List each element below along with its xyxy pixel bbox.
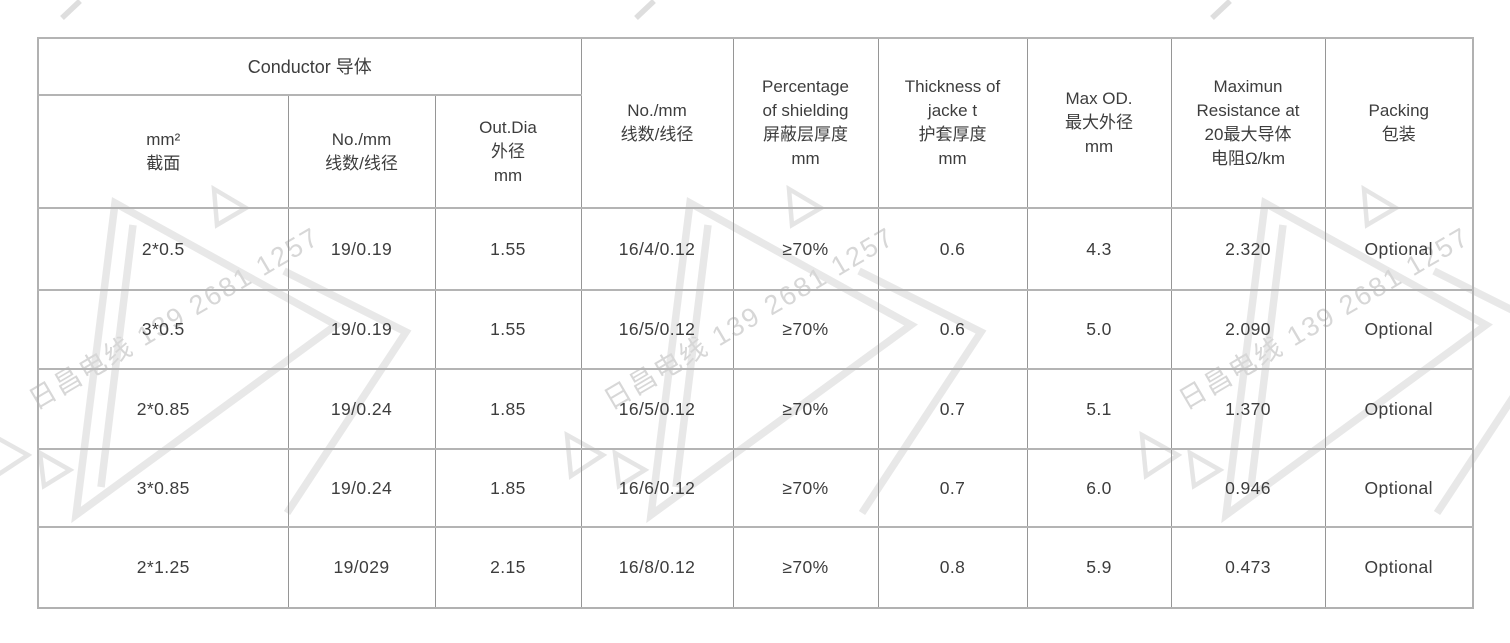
col-header-shielding-percentage: Percentage of shielding 屏蔽层厚度 mm bbox=[732, 37, 878, 208]
col-header-cross-section: mm² 截面 bbox=[37, 94, 288, 208]
table-cell: Optional bbox=[1324, 368, 1473, 449]
table-cell: 1.85 bbox=[434, 448, 581, 527]
table-cell: 5.1 bbox=[1026, 368, 1171, 449]
table-cell: ≥70% bbox=[732, 289, 878, 369]
col-header-jacket-thickness: Thickness of jacke t 护套厚度 mm bbox=[877, 37, 1027, 208]
table-cell: Optional bbox=[1324, 289, 1473, 369]
table-cell: ≥70% bbox=[732, 368, 878, 449]
table-row: 2*0.85 19/0.24 1.85 16/5/0.12 ≥70% 0.7 5… bbox=[37, 368, 1473, 449]
header-row-conductor-sub: mm² 截面 No./mm 线数/线径 Out.Dia 外径 mm bbox=[37, 94, 1473, 208]
table-cell: 0.6 bbox=[877, 207, 1027, 290]
table-cell: 19/0.19 bbox=[287, 207, 435, 290]
table-cell: 2*0.85 bbox=[37, 368, 288, 449]
spec-table: Conductor 导体 No./mm 线数/线径 Percentage of … bbox=[37, 37, 1474, 609]
table-cell: 0.7 bbox=[877, 448, 1027, 527]
table-cell: 0.473 bbox=[1170, 526, 1325, 608]
table-row: 3*0.5 19/0.19 1.55 16/5/0.12 ≥70% 0.6 5.… bbox=[37, 289, 1473, 369]
table-cell: 5.9 bbox=[1026, 526, 1171, 608]
table-row: 2*1.25 19/029 2.15 16/8/0.12 ≥70% 0.8 5.… bbox=[37, 526, 1473, 608]
table-cell: 19/0.19 bbox=[287, 289, 435, 369]
table-cell: 3*0.5 bbox=[37, 289, 288, 369]
col-header-conductor-strands: No./mm 线数/线径 bbox=[287, 94, 435, 208]
table-cell: 0.946 bbox=[1170, 448, 1325, 527]
table-cell: 16/8/0.12 bbox=[580, 526, 733, 608]
table-cell: 5.0 bbox=[1026, 289, 1171, 369]
table-cell: 2*0.5 bbox=[37, 207, 288, 290]
col-header-max-resistance: Maximun Resistance at 20最大导体 电阻Ω/km bbox=[1170, 37, 1325, 208]
table-cell: 4.3 bbox=[1026, 207, 1171, 290]
table-cell: ≥70% bbox=[732, 526, 878, 608]
col-header-conductor-group: Conductor 导体 bbox=[37, 37, 581, 95]
table-cell: 1.55 bbox=[434, 289, 581, 369]
table-cell: 19/0.24 bbox=[287, 368, 435, 449]
table-cell: 16/5/0.12 bbox=[580, 289, 733, 369]
table-cell: Optional bbox=[1324, 526, 1473, 608]
col-header-packing: Packing 包装 bbox=[1324, 37, 1473, 208]
table-cell: 16/5/0.12 bbox=[580, 368, 733, 449]
table-cell: 0.7 bbox=[877, 368, 1027, 449]
table-cell: 19/029 bbox=[287, 526, 435, 608]
table-cell: 6.0 bbox=[1026, 448, 1171, 527]
table-row: 3*0.85 19/0.24 1.85 16/6/0.12 ≥70% 0.7 6… bbox=[37, 448, 1473, 527]
watermark-fragment-icon bbox=[60, 0, 82, 20]
col-header-out-dia: Out.Dia 外径 mm bbox=[434, 94, 581, 208]
table-cell: Optional bbox=[1324, 448, 1473, 527]
table-cell: 2*1.25 bbox=[37, 526, 288, 608]
table-cell: 2.15 bbox=[434, 526, 581, 608]
table-cell: 3*0.85 bbox=[37, 448, 288, 527]
table-cell: ≥70% bbox=[732, 448, 878, 527]
table-cell: 1.85 bbox=[434, 368, 581, 449]
table-cell: 0.8 bbox=[877, 526, 1027, 608]
header-row-group: Conductor 导体 No./mm 线数/线径 Percentage of … bbox=[37, 37, 1473, 208]
table-cell: Optional bbox=[1324, 207, 1473, 290]
table-cell: 1.370 bbox=[1170, 368, 1325, 449]
table-cell: 1.55 bbox=[434, 207, 581, 290]
table-cell: 2.090 bbox=[1170, 289, 1325, 369]
table-cell: 19/0.24 bbox=[287, 448, 435, 527]
table-cell: 16/4/0.12 bbox=[580, 207, 733, 290]
watermark-fragment-icon bbox=[634, 0, 656, 20]
table-cell: 2.320 bbox=[1170, 207, 1325, 290]
table-row: 2*0.5 19/0.19 1.55 16/4/0.12 ≥70% 0.6 4.… bbox=[37, 207, 1473, 290]
table-cell: 0.6 bbox=[877, 289, 1027, 369]
watermark-fragment-icon bbox=[1210, 0, 1232, 20]
table-cell: 16/6/0.12 bbox=[580, 448, 733, 527]
col-header-max-od: Max OD. 最大外径 mm bbox=[1026, 37, 1171, 208]
col-header-shield-strands: No./mm 线数/线径 bbox=[580, 37, 733, 208]
table-cell: ≥70% bbox=[732, 207, 878, 290]
